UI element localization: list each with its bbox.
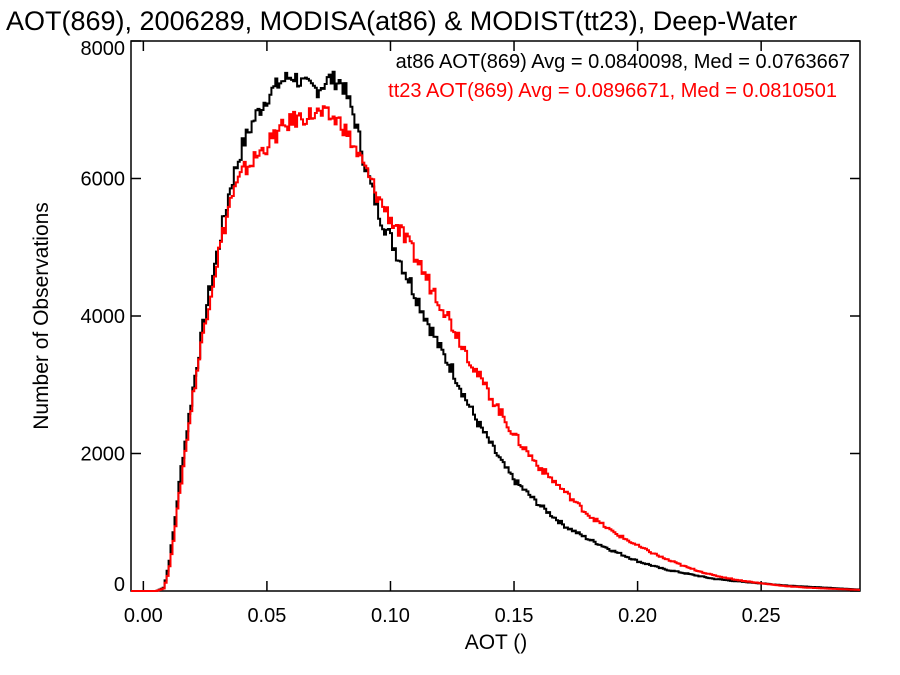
series-at86-line [131,70,860,592]
y-tick-label: 6000 [81,169,126,191]
series-tt23-line [131,105,860,592]
x-tick-label: 0.05 [247,605,286,627]
plot-frame [130,40,861,592]
y-tick-label: 8000 [81,38,126,60]
x-tick-label: 0.25 [742,605,781,627]
y-tick-label: 4000 [81,306,126,328]
annotation-at86: at86 AOT(869) Avg = 0.0840098, Med = 0.0… [396,51,850,73]
series-layer [131,70,860,592]
x-tick-label: 0.20 [618,605,657,627]
x-tick-label: 0.00 [124,605,163,627]
y-tick-label: 2000 [81,444,126,466]
y-axis-label: Number of Observations [30,202,53,430]
x-axis-ticks: 0.00 0.05 0.10 0.15 0.20 0.25 [124,41,781,627]
y-axis-ticks: 0 2000 4000 6000 8000 [81,38,860,596]
chart-title: AOT(869), 2006289, MODISA(at86) & MODIST… [6,6,797,36]
x-axis-label: AOT () [465,631,528,654]
x-tick-label: 0.10 [371,605,410,627]
y-tick-label: 0 [114,574,125,596]
annotation-tt23: tt23 AOT(869) Avg = 0.0896671, Med = 0.0… [388,80,837,102]
x-tick-label: 0.15 [495,605,534,627]
